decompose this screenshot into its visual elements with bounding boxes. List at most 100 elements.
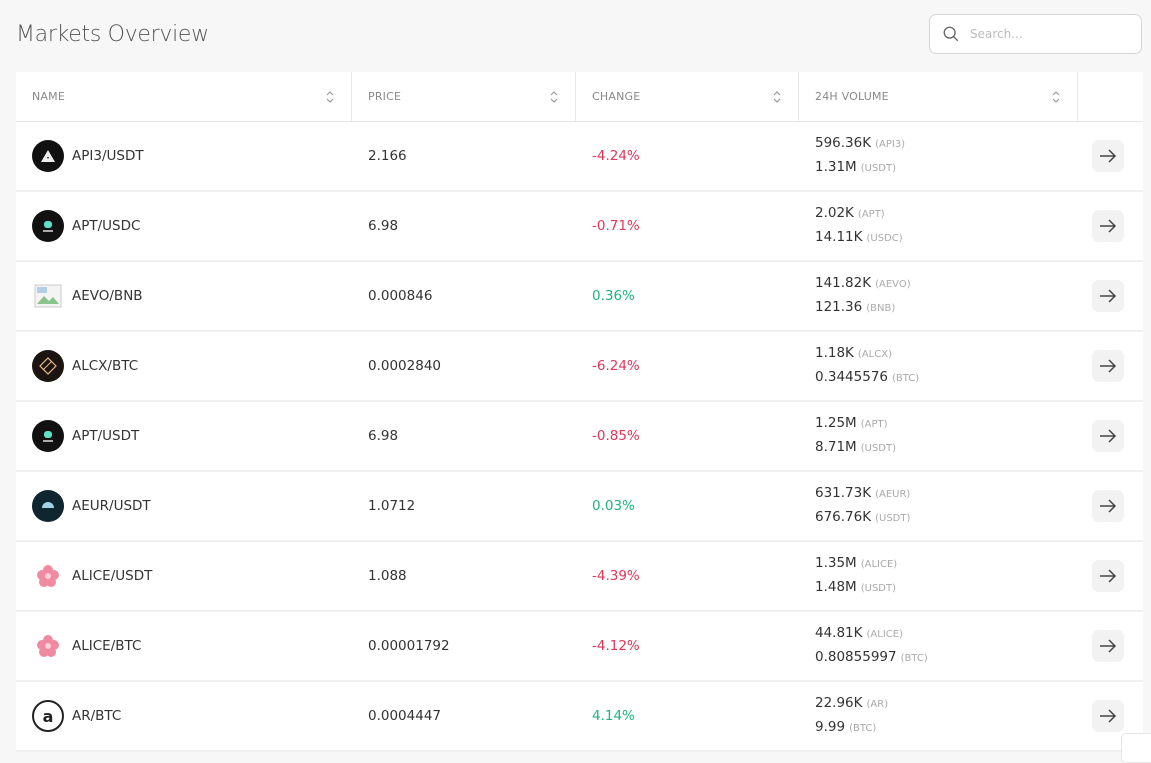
quote-currency: (USDT): [860, 583, 896, 594]
base-currency: (AR): [866, 699, 889, 710]
quote-currency: (USDT): [875, 513, 911, 524]
aeur-icon: [32, 490, 72, 522]
search-icon: [943, 26, 959, 42]
pair-name[interactable]: APT/USDC: [72, 218, 141, 234]
price-cell: 2.166: [368, 148, 407, 164]
open-market-button[interactable]: [1092, 490, 1124, 522]
arrow-right-icon: [1100, 569, 1117, 583]
sort-icon[interactable]: [549, 89, 559, 105]
volume-cell: 1.18K (ALCX) 0.3445576 (BTC): [799, 342, 1078, 390]
arrow-right-icon: [1100, 499, 1117, 513]
table-header: NAME PRICE CHANGE 24H VOLUME: [16, 72, 1143, 122]
pair-name[interactable]: ALICE/BTC: [72, 638, 142, 654]
open-market-button[interactable]: [1092, 560, 1124, 592]
column-header-name[interactable]: NAME: [16, 72, 352, 121]
pair-cell: API3/USDT: [16, 140, 352, 172]
price-cell: 0.0002840: [368, 358, 442, 374]
scroll-top-button[interactable]: [1121, 733, 1151, 763]
arrow-right-icon: [1100, 359, 1117, 373]
apt-icon: [32, 420, 72, 452]
quote-volume: 14.11K: [815, 229, 863, 245]
sort-icon[interactable]: [325, 89, 335, 105]
quote-currency: (BTC): [849, 723, 877, 734]
broken-image-icon: [32, 280, 72, 312]
table-row[interactable]: APT/USDT 6.98 -0.85% 1.25M (APT) 8.71M (US…: [16, 402, 1143, 472]
open-market-button[interactable]: [1092, 630, 1124, 662]
quote-currency: (USDT): [860, 163, 896, 174]
change-cell: -4.12%: [592, 638, 640, 654]
price-cell: 1.0712: [368, 498, 416, 514]
quote-volume: 1.48M: [815, 579, 857, 595]
arrow-right-icon: [1100, 289, 1117, 303]
base-volume: 596.36K: [815, 135, 872, 151]
quote-volume: 1.31M: [815, 159, 857, 175]
table-row[interactable]: ALCX/BTC 0.0002840 -6.24% 1.18K (ALCX) 0.…: [16, 332, 1143, 402]
table-row[interactable]: a AR/BTC 0.0004447 4.14% 22.96K (AR) 9.99(…: [16, 682, 1143, 752]
sort-icon[interactable]: [1051, 89, 1061, 105]
pair-name[interactable]: API3/USDT: [72, 148, 144, 164]
open-market-button[interactable]: [1092, 420, 1124, 452]
search-box[interactable]: [929, 14, 1142, 54]
change-cell: -4.39%: [592, 568, 640, 584]
price-cell: 0.000846: [368, 288, 433, 304]
quote-currency: (USDC): [866, 233, 903, 244]
volume-cell: 141.82K (AEVO) 121.36 (BNB): [799, 272, 1078, 320]
column-header-change[interactable]: CHANGE: [576, 72, 799, 121]
base-currency: (AEUR): [875, 489, 911, 500]
change-cell: -0.71%: [592, 218, 640, 234]
base-currency: (API3): [875, 139, 906, 150]
table-row[interactable]: ALICE/BTC 0.00001792 -4.12% 44.81K (ALICE…: [16, 612, 1143, 682]
change-cell: 0.36%: [592, 288, 635, 304]
pair-name[interactable]: AEUR/USDT: [72, 498, 151, 514]
column-header-price[interactable]: PRICE: [352, 72, 576, 121]
ar-icon: a: [32, 700, 72, 732]
change-cell: 4.14%: [592, 708, 635, 724]
price-cell: 6.98: [368, 218, 399, 234]
table-row[interactable]: ALICE/USDT 1.088 -4.39% 1.35M (ALICE) 1.4…: [16, 542, 1143, 612]
pair-cell: ALICE/BTC: [16, 630, 352, 662]
pair-name[interactable]: AR/BTC: [72, 708, 122, 724]
pair-cell: APT/USDC: [16, 210, 352, 242]
base-currency: (ALICE): [866, 629, 903, 640]
search-input[interactable]: [970, 27, 1120, 41]
table-row[interactable]: AEUR/USDT 1.0712 0.03% 631.73K (AEUR) 676…: [16, 472, 1143, 542]
quote-currency: (BTC): [892, 373, 920, 384]
table-row[interactable]: APT/USDC 6.98 -0.71% 2.02K (APT) 14.11K (U…: [16, 192, 1143, 262]
pair-name[interactable]: ALCX/BTC: [72, 358, 139, 374]
alice-icon: [32, 560, 72, 592]
volume-cell: 22.96K (AR) 9.99 (BTC): [799, 692, 1078, 740]
volume-cell: 1.35M (ALICE) 1.48M (USDT): [799, 552, 1078, 600]
pair-name[interactable]: AEVO/BNB: [72, 288, 143, 304]
open-market-button[interactable]: [1092, 350, 1124, 382]
pair-cell: a AR/BTC: [16, 700, 352, 732]
arrow-right-icon: [1100, 219, 1117, 233]
table-row[interactable]: AEVO/BNB 0.000846 0.36% 141.82K (AEVO) 12…: [16, 262, 1143, 332]
change-cell: -0.85%: [592, 428, 640, 444]
column-label: PRICE: [368, 90, 402, 103]
column-label: 24H VOLUME: [815, 90, 889, 103]
volume-cell: 1.25M (APT) 8.71M (USDT): [799, 412, 1078, 460]
open-market-button[interactable]: [1092, 140, 1124, 172]
pair-cell: APT/USDT: [16, 420, 352, 452]
base-volume: 631.73K: [815, 485, 872, 501]
base-volume: 44.81K: [815, 625, 863, 641]
quote-currency: (BNB): [866, 303, 896, 314]
table-row[interactable]: API3/USDT 2.166 -4.24% 596.36K (API3) 1.3…: [16, 122, 1143, 192]
column-header-actions: [1078, 72, 1143, 121]
apt-icon: [32, 210, 72, 242]
open-market-button[interactable]: [1092, 700, 1124, 732]
quote-volume: 8.71M: [815, 439, 857, 455]
open-market-button[interactable]: [1092, 210, 1124, 242]
base-volume: 2.02K: [815, 205, 854, 221]
sort-icon[interactable]: [772, 89, 782, 105]
pair-name[interactable]: APT/USDT: [72, 428, 140, 444]
markets-table: NAME PRICE CHANGE 24H VOLUME API3/USDT 2.16…: [16, 72, 1143, 752]
column-header-volume[interactable]: 24H VOLUME: [799, 72, 1078, 121]
open-market-button[interactable]: [1092, 280, 1124, 312]
pair-name[interactable]: ALICE/USDT: [72, 568, 153, 584]
volume-cell: 2.02K (APT) 14.11K (USDC): [799, 202, 1078, 250]
page-title: Markets Overview: [16, 22, 209, 47]
arrow-right-icon: [1100, 429, 1117, 443]
arrow-right-icon: [1100, 149, 1117, 163]
change-cell: -6.24%: [592, 358, 640, 374]
